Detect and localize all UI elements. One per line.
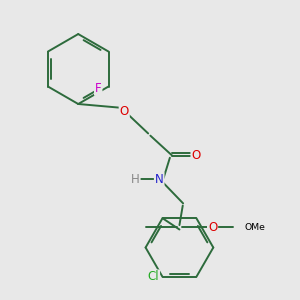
Text: Cl: Cl — [148, 270, 159, 284]
Text: F: F — [95, 82, 101, 95]
Text: O: O — [208, 221, 217, 234]
Text: O: O — [120, 105, 129, 118]
Text: O: O — [191, 149, 201, 162]
Text: N: N — [155, 173, 164, 186]
Text: OMe: OMe — [245, 223, 266, 232]
Text: H: H — [131, 173, 140, 186]
